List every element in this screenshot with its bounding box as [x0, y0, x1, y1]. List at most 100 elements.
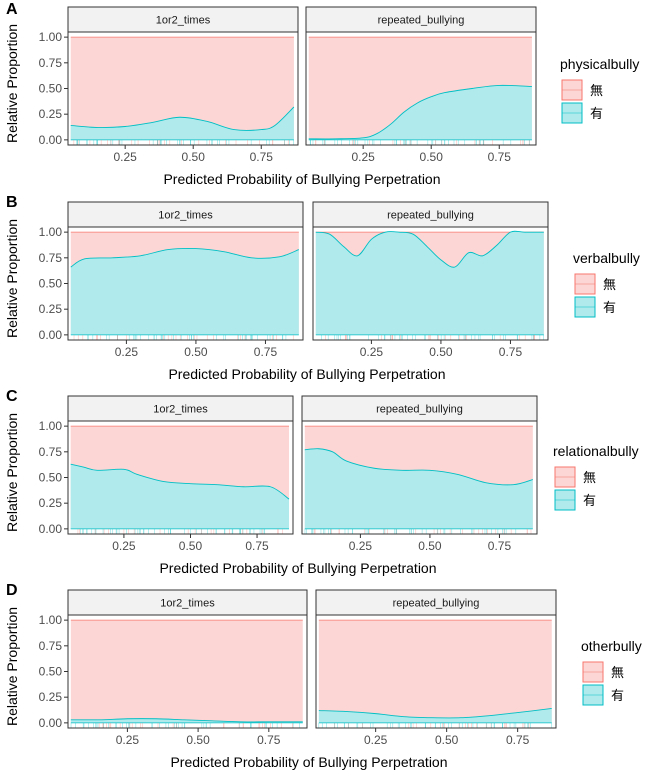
- x-tick-label: 0.25: [113, 150, 137, 164]
- x-axis-title: Predicted Probability of Bullying Perpet…: [159, 560, 436, 576]
- x-tick-label: 0.75: [257, 733, 281, 747]
- x-tick-label: 0.25: [116, 733, 140, 747]
- x-tick-label: 0.75: [488, 539, 512, 553]
- y-tick-label: 0.25: [39, 107, 63, 121]
- legend-title: physicalbully: [560, 56, 639, 72]
- facet-strip-label: repeated_bullying: [393, 598, 480, 610]
- x-tick-label: 0.50: [429, 345, 453, 359]
- legend: verbalbully 無有: [573, 250, 640, 318]
- plot-border: [305, 31, 537, 146]
- facet-1or2-times: 1or2_times 0.25 0.50 0.75: [67, 395, 294, 553]
- facet-strip-label: 1or2_times: [156, 15, 211, 27]
- x-tick-label: 0.50: [420, 150, 444, 164]
- y-tick-label: 0.00: [39, 716, 63, 730]
- y-tick-label: 1.00: [39, 419, 63, 433]
- x-tick-label: 0.25: [112, 539, 136, 553]
- y-tick-label: 1.00: [39, 613, 63, 627]
- legend: physicalbully 無有: [560, 56, 639, 124]
- y-tick-label: 0.00: [39, 133, 63, 147]
- area-yes-outline: [70, 106, 295, 131]
- area-yes-outline: [308, 84, 532, 140]
- facet-strip-label: repeated_bullying: [376, 404, 463, 416]
- panel-a: A 1or2_times 0.25 0.50 0.75 repeated_bullying…: [4, 1, 639, 187]
- panel-label: C: [6, 388, 18, 405]
- x-tick-label: 0.50: [179, 539, 203, 553]
- x-tick-label: 0.75: [245, 539, 269, 553]
- facet-strip: [312, 201, 549, 228]
- area-yes-outline: [70, 247, 299, 268]
- y-axis-title: Relative Proportion: [4, 607, 20, 726]
- area-yes-outline: [70, 463, 290, 500]
- y-tick-label: 0.50: [39, 82, 63, 96]
- x-tick-label: 0.50: [182, 150, 206, 164]
- area-yes: [70, 718, 303, 723]
- x-tick-label: 0.75: [254, 345, 278, 359]
- area-yes-outline: [70, 718, 303, 723]
- x-tick-label: 0.25: [351, 150, 375, 164]
- facet-strip: [305, 6, 537, 33]
- facet-strip: [67, 201, 304, 228]
- area-yes: [308, 85, 532, 140]
- area-yes-outline: [315, 230, 544, 268]
- y-tick-label: 0.00: [39, 328, 63, 342]
- y-axis-title: Relative Proportion: [4, 24, 20, 143]
- y-tick-label: 0.75: [39, 445, 63, 459]
- legend-label: 無: [603, 278, 616, 293]
- x-tick-label: 0.75: [506, 733, 530, 747]
- legend-label: 有: [611, 689, 624, 704]
- y-tick-label: 0.50: [39, 471, 63, 485]
- facet-strip: [315, 589, 557, 616]
- x-tick-label: 0.50: [184, 345, 208, 359]
- facet-repeated-bullying: repeated_bullying 0.25 0.50 0.75: [301, 395, 538, 553]
- area-yes: [70, 248, 299, 335]
- legend-title: relationalbully: [553, 443, 639, 459]
- y-tick-label: 0.00: [39, 522, 63, 536]
- area-yes: [318, 708, 552, 723]
- y-tick-label: 0.25: [39, 496, 63, 510]
- panel-label: B: [6, 194, 18, 211]
- legend-label: 有: [603, 301, 616, 316]
- facet-strip: [67, 395, 294, 422]
- y-axis-title: Relative Proportion: [4, 413, 20, 532]
- facet-repeated-bullying: repeated_bullying 0.25 0.50 0.75: [312, 201, 549, 359]
- x-tick-label: 0.25: [349, 539, 373, 553]
- plot-border: [312, 226, 549, 341]
- x-tick-label: 0.75: [250, 150, 274, 164]
- legend-label: 無: [590, 84, 603, 99]
- y-tick-label: 0.25: [39, 302, 63, 316]
- facet-strip-label: 1or2_times: [158, 210, 213, 222]
- y-axis-title: Relative Proportion: [4, 219, 20, 338]
- area-none: [70, 620, 303, 723]
- y-tick-label: 0.75: [39, 56, 63, 70]
- legend-label: 有: [590, 107, 603, 122]
- x-axis-title: Predicted Probability of Bullying Perpet…: [163, 171, 440, 187]
- legend: relationalbully 無有: [553, 443, 639, 511]
- area-yes: [304, 448, 533, 529]
- x-tick-label: 0.50: [418, 539, 442, 553]
- facet-strip-label: 1or2_times: [153, 404, 208, 416]
- facet-strip-label: repeated_bullying: [387, 210, 474, 222]
- x-axis-title: Predicted Probability of Bullying Perpet…: [168, 366, 445, 382]
- plot-border: [301, 420, 538, 535]
- x-tick-label: 0.25: [115, 345, 139, 359]
- y-tick-label: 1.00: [39, 30, 63, 44]
- y-tick-label: 0.50: [39, 277, 63, 291]
- panel-label: A: [6, 1, 18, 18]
- facet-1or2-times: 1or2_times 0.25 0.50 0.75: [67, 201, 304, 359]
- legend-label: 有: [583, 494, 596, 509]
- x-tick-label: 0.25: [364, 733, 388, 747]
- y-tick-label: 0.50: [39, 665, 63, 679]
- area-yes: [70, 106, 294, 140]
- facet-1or2-times: 1or2_times 0.25 0.50 0.75: [67, 589, 308, 747]
- legend-label: 無: [611, 666, 624, 681]
- facet-repeated-bullying: repeated_bullying 0.25 0.50 0.75: [315, 589, 557, 747]
- facet-strip-label: 1or2_times: [160, 598, 215, 610]
- x-tick-label: 0.25: [360, 345, 384, 359]
- legend: otherbully 無有: [581, 638, 642, 706]
- x-tick-label: 0.50: [435, 733, 459, 747]
- y-tick-label: 0.75: [39, 639, 63, 653]
- facet-strip-label: repeated_bullying: [378, 15, 465, 27]
- facet-repeated-bullying: repeated_bullying 0.25 0.50 0.75: [305, 6, 537, 164]
